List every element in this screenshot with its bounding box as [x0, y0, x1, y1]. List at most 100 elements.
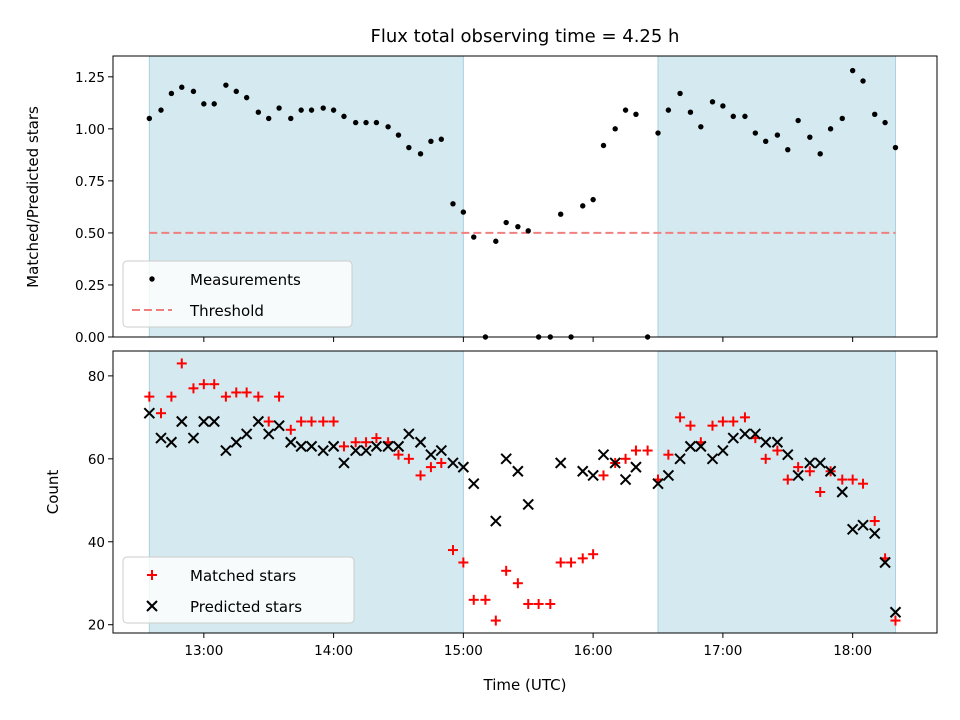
measurement-point [179, 84, 185, 90]
matched-star-point [642, 445, 653, 456]
predicted-star-point-b [198, 415, 210, 428]
measurement-point [872, 111, 878, 117]
predicted-star-point [597, 448, 610, 461]
predicted-star-point-b [457, 461, 470, 473]
matched-star-point [501, 565, 512, 576]
measurement-point [677, 90, 683, 97]
bottom-legend-box [122, 556, 355, 624]
matched-star-point [837, 474, 848, 485]
bottom-y-tick-label: 80 [88, 369, 105, 385]
matched-star-point [555, 557, 566, 568]
measurement-point [211, 101, 217, 107]
predicted-star-point-b [176, 415, 188, 428]
measurement-point [190, 88, 197, 95]
matched-star-point [415, 470, 426, 481]
predicted-star-point [554, 457, 567, 469]
predicted-star-point [792, 469, 804, 482]
predicted-star-point [273, 419, 285, 432]
bottom-y-axis-label: Count [44, 470, 62, 515]
matched-star-point [306, 416, 317, 427]
bottom-y-tick-label: 20 [88, 618, 105, 634]
predicted-star-point [587, 469, 599, 482]
predicted-star-point [814, 457, 826, 469]
measurement-point [827, 126, 834, 132]
matched-star-point [847, 474, 858, 485]
predicted-star-point [435, 444, 448, 457]
legend-measurements-marker [149, 276, 155, 282]
matched-star-point [425, 462, 436, 473]
measurement-point [276, 105, 282, 111]
top-legend-label: Measurements [190, 271, 301, 289]
predicted-star-point-b [771, 436, 784, 448]
matched-star-point [176, 358, 187, 369]
matched-star-point [545, 598, 556, 609]
matched-star-point [403, 453, 414, 464]
predicted-star-point-b [512, 465, 524, 477]
predicted-star-point-b [674, 453, 686, 465]
matched-star-point [209, 379, 220, 390]
predicted-star-point [370, 440, 383, 453]
predicted-star-point [577, 465, 589, 477]
predicted-star-point [447, 457, 459, 469]
matched-star-point [782, 474, 793, 485]
matched-star-point [274, 391, 285, 402]
bottom-x-tick-label: 15:00 [444, 643, 483, 659]
predicted-star-point [846, 523, 859, 536]
measurement-point [158, 107, 164, 113]
predicted-star-point-b [155, 432, 167, 444]
measurement-point [417, 151, 424, 157]
matched-star-point [166, 391, 177, 402]
predicted-star-point [739, 428, 751, 440]
measurement-point [395, 132, 402, 138]
measurement-point [438, 136, 445, 142]
measurement-point [406, 144, 412, 151]
measurement-point [341, 113, 347, 120]
predicted-star-point [500, 453, 512, 465]
matched-star-point [447, 545, 458, 556]
measurement-point [471, 234, 477, 240]
predicted-star-point-b [285, 436, 297, 448]
predicted-star-point [609, 457, 621, 469]
predicted-star-point [662, 469, 675, 482]
measurement-point [223, 82, 229, 88]
predicted-star-point-b [662, 469, 675, 482]
predicted-star-point-b [630, 461, 642, 473]
predicted-star-point-b [577, 465, 589, 477]
matched-star-point [630, 445, 641, 456]
measurement-point [665, 107, 672, 113]
matched-star-point [188, 383, 199, 394]
measurement-point [168, 90, 175, 97]
legend-predicted-marker [146, 600, 158, 612]
predicted-star-point [684, 440, 697, 453]
predicted-star-point [187, 432, 200, 444]
predicted-star-point-b [435, 444, 448, 457]
bottom-x-tick-label: 18:00 [833, 643, 872, 659]
bottom-legend-label: Matched stars [190, 567, 296, 585]
predicted-star-point [782, 448, 794, 461]
measurement-point [503, 219, 509, 226]
predicted-star-point-b [836, 486, 848, 498]
predicted-star-point [889, 606, 902, 618]
predicted-star-point [869, 527, 881, 540]
predicted-star-point-b [782, 448, 794, 461]
bottom-x-tick-label: 16:00 [574, 643, 613, 659]
matched-star-point [858, 478, 869, 489]
measurement-point [460, 209, 467, 215]
predicted-star-point-b [717, 444, 729, 457]
predicted-star-point-b [857, 519, 869, 531]
matched-star-point [663, 449, 674, 460]
predicted-star-point-b [684, 440, 697, 453]
bottom-y-tick-label: 40 [88, 535, 105, 551]
matched-star-point [739, 412, 750, 423]
measurement-point [742, 113, 748, 120]
matched-star-point [318, 416, 329, 427]
measurement-point [515, 223, 521, 230]
predicted-star-point [695, 440, 707, 453]
predicted-star-point-b [879, 556, 891, 569]
predicted-star-point-b [360, 444, 372, 457]
top-y-axis-label: Matched/Predicted stars [24, 106, 42, 288]
measurement-point [330, 107, 337, 113]
predicted-star-point [165, 436, 178, 448]
chart-title: Flux total observing time = 4.25 h [371, 26, 680, 47]
predicted-star-point [879, 556, 891, 569]
